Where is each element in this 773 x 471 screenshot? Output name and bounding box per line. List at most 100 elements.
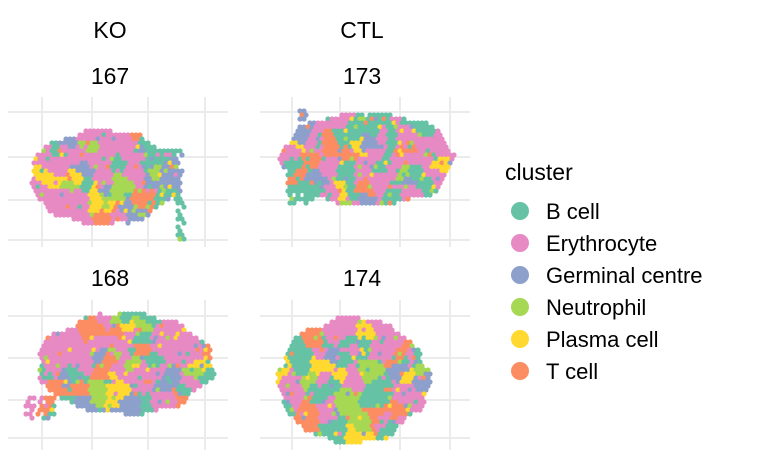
- spot-point: [331, 331, 337, 337]
- spot-point: [421, 367, 427, 373]
- spot-point: [333, 423, 339, 429]
- spot-point: [341, 423, 347, 429]
- spot-point: [321, 359, 327, 365]
- spot-point: [285, 180, 291, 186]
- spot-point: [175, 339, 181, 345]
- spot-point: [53, 156, 59, 162]
- spot-point: [163, 152, 169, 158]
- spot-point: [355, 144, 361, 150]
- spot-point: [63, 387, 69, 393]
- spot-point: [33, 188, 39, 194]
- spot-point: [65, 383, 71, 389]
- spot-point: [63, 339, 69, 345]
- spot-point: [285, 148, 291, 154]
- spot-point: [425, 180, 431, 186]
- spot-point: [99, 136, 105, 142]
- spot-point: [391, 120, 397, 126]
- spot-point: [151, 331, 157, 337]
- spot-point: [97, 172, 103, 178]
- spot-point: [365, 132, 371, 138]
- spot-point: [99, 371, 105, 377]
- spot-point: [65, 140, 71, 146]
- spot-point: [205, 375, 211, 381]
- spot-point: [185, 383, 191, 389]
- spot-point: [397, 196, 403, 202]
- spot-point: [93, 188, 99, 194]
- spot-point: [87, 184, 93, 190]
- spot-point: [359, 144, 365, 150]
- spot-point: [143, 371, 149, 377]
- spot-point: [363, 144, 369, 150]
- spot-point: [301, 359, 307, 365]
- spot-point: [335, 435, 341, 441]
- spot-point: [349, 335, 355, 341]
- spot-point: [139, 208, 145, 214]
- spot-point: [71, 395, 77, 401]
- spot-point: [129, 383, 135, 389]
- spot-point: [317, 140, 323, 146]
- spot-point: [163, 184, 169, 190]
- spot-point: [365, 399, 371, 405]
- spot-point: [135, 379, 141, 385]
- spot-point: [85, 327, 91, 333]
- spot-point: [79, 200, 85, 206]
- spot-point: [413, 375, 419, 381]
- spot-point: [55, 339, 61, 345]
- spot-point: [359, 152, 365, 158]
- spot-point: [431, 152, 437, 158]
- spot-point: [149, 383, 155, 389]
- spot-point: [99, 339, 105, 345]
- spot-point: [287, 411, 293, 417]
- spot-point: [113, 343, 119, 349]
- spot-point: [375, 435, 381, 441]
- spot-point: [67, 144, 73, 150]
- spot-point: [317, 415, 323, 421]
- spot-point: [311, 371, 317, 377]
- spot-point: [103, 331, 109, 337]
- spot-point: [159, 379, 165, 385]
- spot-point: [315, 419, 321, 425]
- spot-point: [447, 160, 453, 166]
- spot-point: [293, 132, 299, 138]
- spot-point: [201, 351, 207, 357]
- spot-point: [157, 367, 163, 373]
- spot-point: [117, 359, 123, 365]
- spot-point: [391, 347, 397, 353]
- spot-point: [83, 379, 89, 385]
- spot-point: [77, 196, 83, 202]
- spot-point: [327, 120, 333, 126]
- spot-point: [329, 391, 335, 397]
- spot-point: [131, 160, 137, 166]
- spot-point: [431, 128, 437, 134]
- spot-point: [307, 419, 313, 425]
- spot-point: [45, 156, 51, 162]
- spot-point: [159, 355, 165, 361]
- spot-point: [285, 164, 291, 170]
- spot-point: [121, 351, 127, 357]
- spot-point: [369, 335, 375, 341]
- spot-point: [353, 399, 359, 405]
- spot-point: [47, 192, 53, 198]
- spot-point: [305, 335, 311, 341]
- spot-point: [117, 156, 123, 162]
- spot-point: [317, 391, 323, 397]
- spot-point: [85, 212, 91, 218]
- spot-point: [319, 419, 325, 425]
- spot-point: [141, 375, 147, 381]
- spot-point: [305, 367, 311, 373]
- spot-point: [383, 136, 389, 142]
- spot-point: [51, 363, 57, 369]
- spot-point: [203, 379, 209, 385]
- spot-point: [29, 407, 35, 413]
- spot-point: [205, 351, 211, 357]
- spot-point: [367, 120, 373, 126]
- spot-point: [101, 407, 107, 413]
- spot-point: [89, 212, 95, 218]
- spot-point: [293, 415, 299, 421]
- spot-point: [85, 335, 91, 341]
- spot-point: [339, 120, 345, 126]
- spot-point: [309, 359, 315, 365]
- spot-point: [359, 128, 365, 134]
- spot-point: [181, 327, 187, 333]
- spot-point: [95, 395, 101, 401]
